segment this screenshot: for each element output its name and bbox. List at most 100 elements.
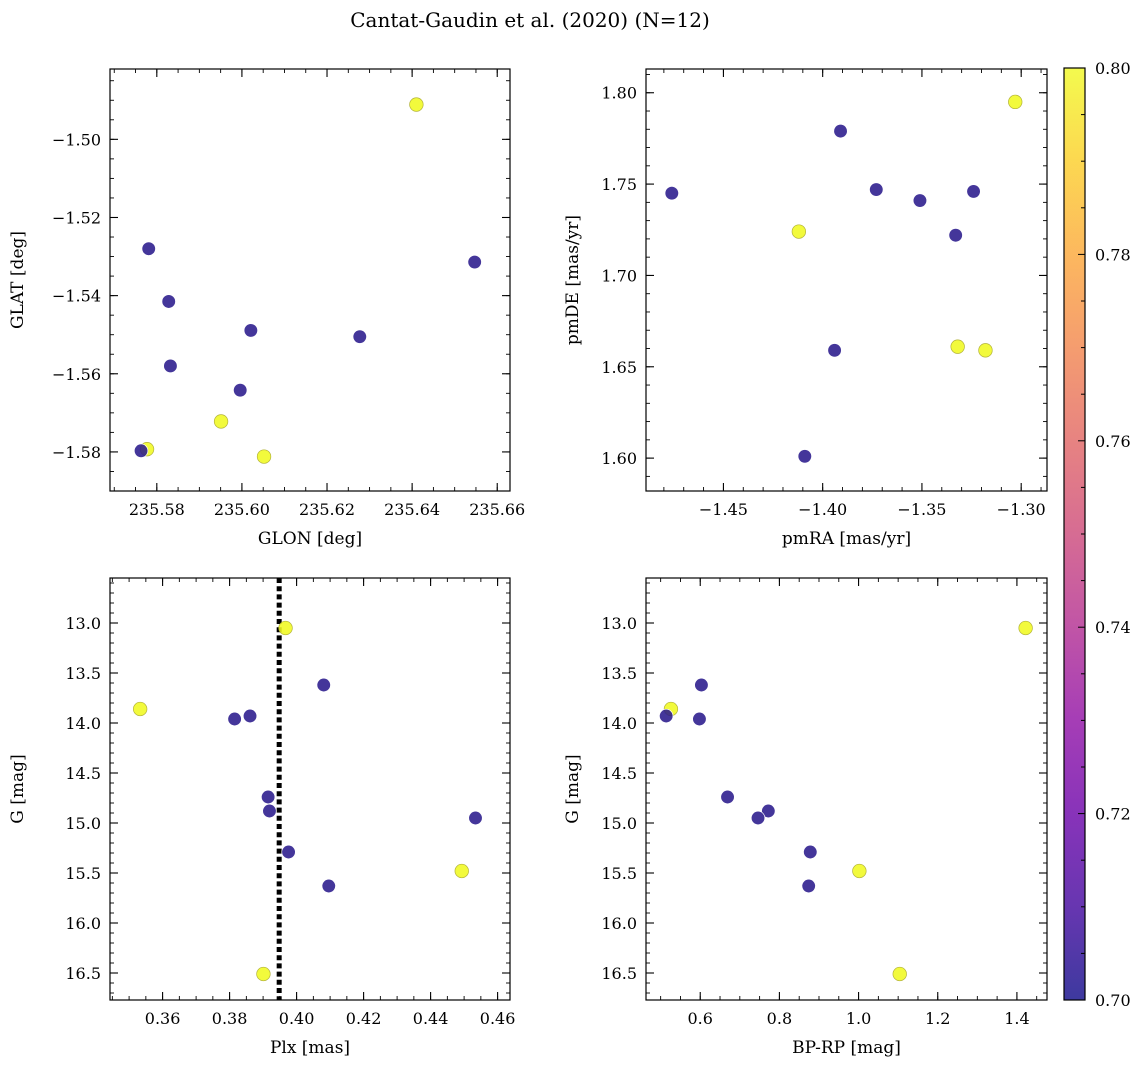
data-point (468, 810, 483, 826)
y-tick-label: 15.0 (65, 814, 101, 833)
axes-frame (645, 577, 1048, 1001)
colorbar-tick-label: 0.72 (1095, 805, 1131, 824)
data-point (720, 789, 735, 805)
data-point (454, 863, 469, 879)
y-tick-label: 1.65 (601, 358, 637, 377)
colorbar-tick-label: 0.70 (1095, 991, 1131, 1010)
data-point (694, 677, 709, 693)
y-tick-label: 14.5 (65, 764, 101, 783)
y-tick-label: 16.0 (65, 914, 101, 933)
x-tick-label: 235.62 (299, 500, 355, 519)
x-tick-label: −1.45 (699, 500, 748, 519)
x-tick-label: 0.8 (767, 1009, 792, 1028)
x-tick-label: 0.46 (480, 1009, 516, 1028)
data-point (316, 677, 331, 693)
data-point (141, 241, 156, 256)
y-tick-label: 1.75 (601, 175, 637, 194)
y-axis-label: G [mag] (8, 754, 28, 823)
data-point (161, 294, 176, 309)
panel-glon-glat: 235.58 235.60 235.62 235.64 235.66 −1.58 −1.56… (8, 68, 525, 549)
x-axis-label: pmRA [mas/yr] (782, 529, 911, 549)
data-point (321, 878, 336, 894)
y-tick-label: 14.5 (601, 764, 637, 783)
data-point (827, 343, 842, 358)
data-point (978, 343, 993, 358)
y-tick-label: −1.50 (52, 130, 101, 149)
figure-title: Cantat-Gaudin et al. (2020) (N=12) (350, 8, 710, 32)
x-tick-label: 0.44 (413, 1009, 449, 1028)
y-tick-label: 14.0 (65, 714, 101, 733)
data-point (133, 443, 149, 458)
x-tick-label: 0.40 (279, 1009, 315, 1028)
data-point (233, 383, 248, 398)
data-point (467, 254, 482, 270)
colorbar-tick-label: 0.74 (1095, 618, 1131, 637)
y-tick-label: 15.0 (601, 814, 637, 833)
data-point (801, 878, 816, 894)
x-axis-label: GLON [deg] (258, 529, 362, 549)
data-point (852, 863, 867, 879)
x-tick-label: 1.0 (846, 1009, 871, 1028)
data-point (281, 844, 296, 860)
data-point (278, 620, 293, 636)
x-tick-label: −1.35 (897, 500, 946, 519)
y-tick-label: 13.0 (65, 614, 101, 633)
data-point (803, 844, 818, 860)
panel-bprp-g: 0.6 0.8 1.0 1.2 1.4 13.0 13.5 14.0 14.5 15.0 15.5 1… (563, 577, 1048, 1058)
y-tick-label: 1.80 (601, 84, 637, 103)
x-tick-label: 1.4 (1004, 1009, 1029, 1028)
y-tick-label: −1.52 (52, 208, 101, 227)
data-point (262, 803, 277, 819)
plot-area (646, 69, 1047, 491)
colorbar-tick-label: 0.76 (1095, 432, 1131, 451)
data-point (260, 789, 276, 805)
data-point (659, 708, 674, 724)
plot-area (110, 578, 510, 1000)
data-point (227, 711, 242, 727)
x-tick-label: 235.60 (214, 500, 270, 519)
data-point (1018, 620, 1033, 636)
data-point (133, 701, 148, 717)
y-axis-label: pmDE [mas/yr] (563, 215, 583, 345)
x-tick-label: −1.40 (798, 500, 847, 519)
data-point (242, 708, 258, 724)
data-point (833, 123, 848, 139)
y-tick-label: 16.0 (601, 914, 637, 933)
y-tick-label: −1.54 (52, 287, 101, 306)
data-point (409, 97, 424, 112)
x-tick-label: 235.66 (469, 500, 525, 519)
x-tick-label: 235.58 (129, 500, 185, 519)
y-tick-label: 13.5 (65, 664, 101, 683)
axes-frame (109, 68, 511, 492)
x-tick-label: 0.38 (212, 1009, 248, 1028)
y-tick-label: 16.5 (601, 964, 637, 983)
axes-frame (109, 577, 511, 1001)
chart-panels: 235.58 235.60 235.62 235.64 235.66 −1.58 −1.56… (8, 68, 1048, 1058)
data-point (797, 449, 812, 464)
y-tick-label: 13.0 (601, 614, 637, 633)
x-axis-label: BP-RP [mag] (792, 1038, 901, 1058)
y-tick-label: 13.5 (601, 664, 637, 683)
data-point (892, 966, 907, 982)
y-tick-label: 1.60 (601, 449, 637, 468)
data-point (213, 414, 229, 429)
y-tick-label: 16.5 (65, 964, 101, 983)
data-point (1008, 94, 1023, 110)
x-tick-label: 0.36 (145, 1009, 181, 1028)
y-axis-label: G [mag] (563, 754, 583, 823)
data-point (750, 810, 766, 826)
panel-pmra-pmde: −1.45 −1.40 −1.35 −1.30 1.60 1.65 1.70 1.75 1.80… (563, 68, 1048, 549)
data-point (791, 224, 807, 239)
data-point (761, 803, 776, 819)
colorbar-gradient (1064, 68, 1085, 1000)
data-point (869, 182, 884, 197)
data-point (966, 184, 981, 199)
y-tick-label: −1.58 (52, 443, 101, 462)
y-tick-label: 1.70 (601, 266, 637, 285)
colorbar-tick-label: 0.78 (1095, 245, 1131, 264)
data-point (912, 193, 928, 208)
x-tick-label: 0.42 (346, 1009, 382, 1028)
x-axis-label: Plx [mas] (270, 1038, 350, 1058)
colorbar-ticks: 0.70 0.72 0.74 0.76 0.78 0.80 (1078, 59, 1131, 1010)
